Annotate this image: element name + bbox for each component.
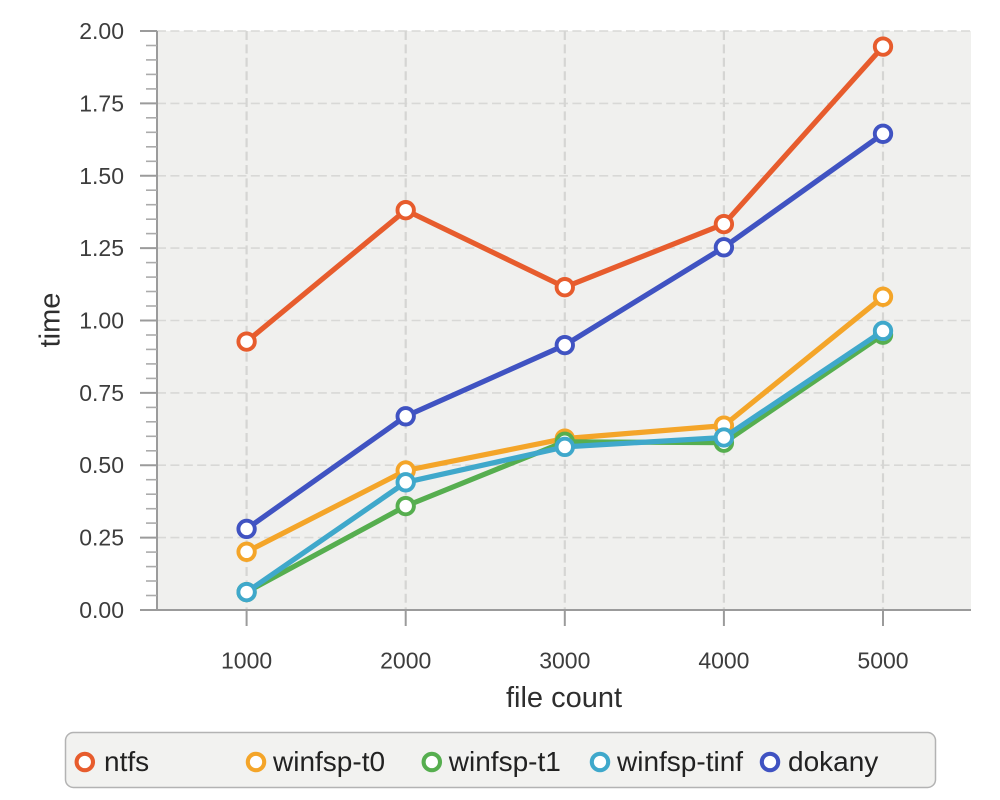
svg-text:file count: file count [506, 682, 622, 714]
svg-text:2000: 2000 [380, 648, 431, 674]
svg-text:0.50: 0.50 [79, 452, 124, 478]
svg-text:0.00: 0.00 [79, 597, 124, 623]
svg-text:1.25: 1.25 [79, 235, 124, 261]
svg-text:ntfs: ntfs [104, 746, 149, 777]
svg-text:4000: 4000 [698, 648, 749, 674]
svg-text:0.75: 0.75 [79, 380, 124, 406]
svg-text:time: time [35, 293, 67, 348]
svg-text:dokany: dokany [788, 746, 878, 777]
svg-text:2.00: 2.00 [79, 18, 124, 44]
svg-text:winfsp-tinf: winfsp-tinf [616, 746, 743, 777]
svg-text:5000: 5000 [857, 648, 908, 674]
svg-text:0.25: 0.25 [79, 525, 124, 551]
svg-text:winfsp-t1: winfsp-t1 [448, 746, 561, 777]
svg-text:1.00: 1.00 [79, 308, 124, 334]
svg-text:winfsp-t0: winfsp-t0 [272, 746, 385, 777]
svg-text:1000: 1000 [221, 648, 272, 674]
svg-text:1.75: 1.75 [79, 90, 124, 116]
svg-text:3000: 3000 [539, 648, 590, 674]
svg-text:1.50: 1.50 [79, 163, 124, 189]
